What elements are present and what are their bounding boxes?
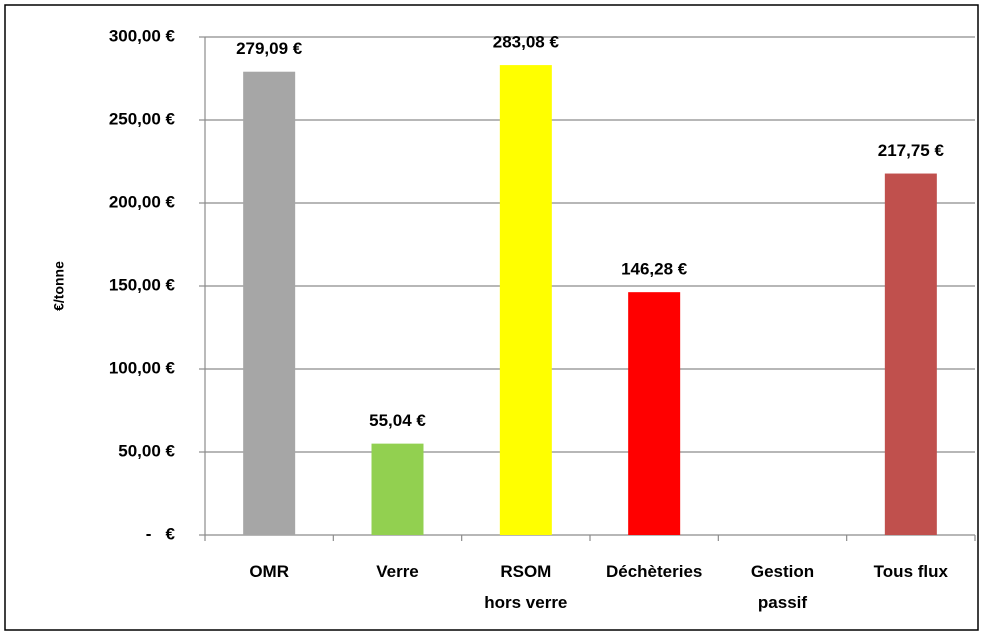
y-tick-label: 50,00 € (118, 441, 175, 460)
x-tick-label: Tous flux (874, 562, 949, 581)
x-tick-label: RSOM hors verre (484, 562, 567, 612)
bar (243, 71, 296, 535)
y-tick-label: 150,00 € (109, 275, 176, 294)
bar (884, 173, 937, 535)
data-label: 146,28 € (621, 260, 688, 279)
x-tick-label: Gestion passif (751, 562, 814, 612)
x-tick-label: OMR (249, 562, 289, 581)
x-tick-label: Déchèteries (606, 562, 702, 581)
y-tick-label: 200,00 € (109, 192, 176, 211)
data-label: 279,09 € (236, 39, 303, 58)
y-axis-label: €/tonne (51, 261, 67, 311)
bar (499, 65, 552, 536)
y-tick-label: - € (146, 524, 176, 543)
y-tick-label: 250,00 € (109, 109, 176, 128)
data-label: 55,04 € (369, 411, 426, 430)
y-tick-label: 300,00 € (109, 26, 176, 45)
data-label: 283,08 € (493, 33, 560, 52)
chart-frame (4, 4, 979, 631)
bar (628, 292, 681, 535)
data-label: 217,75 € (878, 141, 945, 160)
y-tick-label: 100,00 € (109, 358, 176, 377)
bar (371, 443, 424, 535)
x-tick-label: Verre (376, 562, 419, 581)
